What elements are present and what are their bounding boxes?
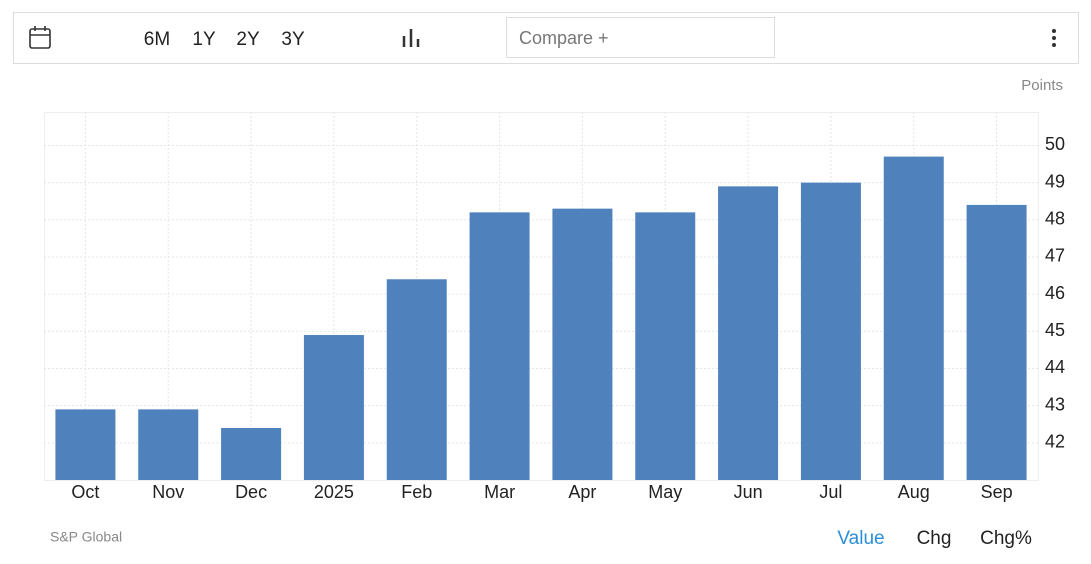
bar bbox=[303, 335, 364, 480]
bar bbox=[718, 186, 779, 480]
x-tick-label: 2025 bbox=[314, 482, 354, 502]
bar bbox=[800, 182, 861, 480]
range-button[interactable]: 2Y bbox=[236, 29, 260, 50]
x-tick-label: Jun bbox=[734, 482, 763, 502]
y-tick-label: 50 bbox=[1045, 134, 1065, 154]
bar bbox=[883, 156, 944, 480]
bar bbox=[55, 409, 116, 480]
y-tick-label: 45 bbox=[1045, 320, 1065, 340]
source: S&P Global bbox=[50, 529, 122, 545]
y-tick-label: 43 bbox=[1045, 394, 1065, 414]
x-tick-label: Apr bbox=[568, 482, 596, 502]
bar bbox=[635, 212, 696, 480]
y-tick-label: 47 bbox=[1045, 246, 1065, 266]
y-tick-label: 48 bbox=[1045, 209, 1065, 229]
y-tick-label: 49 bbox=[1045, 171, 1065, 191]
x-tick-label: Mar bbox=[484, 482, 515, 502]
compare-placeholder[interactable]: Compare + bbox=[519, 28, 609, 48]
bar bbox=[552, 208, 613, 480]
value-tab[interactable]: Chg bbox=[917, 528, 952, 549]
menu-icon[interactable] bbox=[1052, 29, 1056, 47]
range-button[interactable]: 6M bbox=[144, 29, 170, 50]
y-tick-label: 44 bbox=[1045, 357, 1065, 377]
x-tick-label: Sep bbox=[981, 482, 1013, 502]
y-tick-label: 46 bbox=[1045, 283, 1065, 303]
range-button[interactable]: 1Y bbox=[192, 29, 216, 50]
unit-label: Points bbox=[1021, 77, 1063, 94]
x-tick-label: Oct bbox=[71, 482, 99, 502]
value-tab[interactable]: Value bbox=[837, 528, 884, 549]
calendar-icon[interactable] bbox=[29, 26, 51, 49]
x-tick-label: Aug bbox=[898, 482, 930, 502]
x-tick-label: Jul bbox=[819, 482, 842, 502]
bar bbox=[469, 212, 530, 480]
y-tick-label: 42 bbox=[1045, 432, 1065, 452]
range-button[interactable]: 3Y bbox=[281, 29, 305, 50]
x-tick-label: Feb bbox=[401, 482, 432, 502]
plot-frame bbox=[44, 112, 1039, 481]
bar bbox=[966, 204, 1027, 480]
x-tick-label: Dec bbox=[235, 482, 267, 502]
value-tab[interactable]: Chg% bbox=[980, 528, 1032, 549]
bar bbox=[138, 409, 199, 480]
bar bbox=[221, 427, 282, 480]
bar bbox=[386, 279, 447, 480]
x-tick-label: Nov bbox=[152, 482, 184, 502]
x-tick-label: May bbox=[648, 482, 682, 502]
compare-input[interactable] bbox=[506, 17, 775, 58]
chart-type-icon[interactable] bbox=[402, 29, 420, 47]
